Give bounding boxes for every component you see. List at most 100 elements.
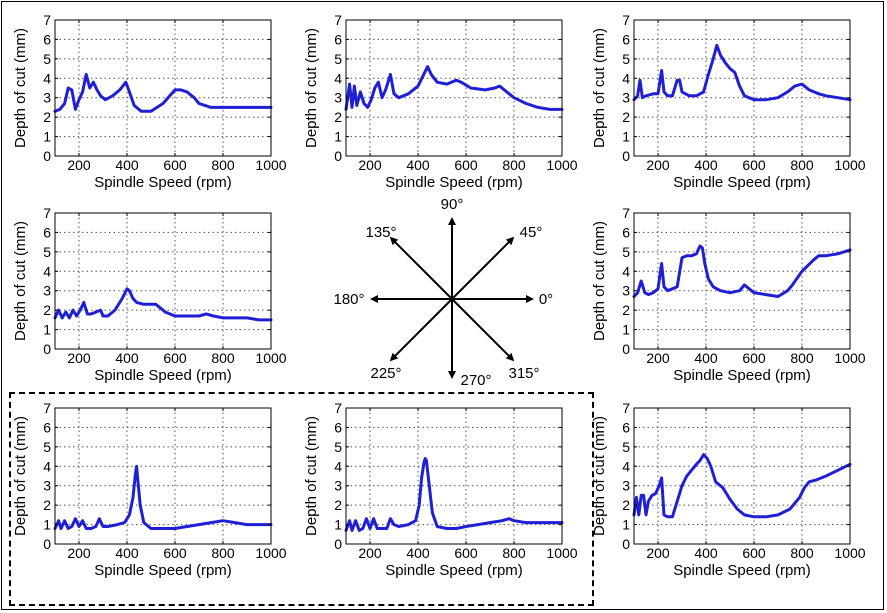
axes-frame xyxy=(54,212,272,350)
y-tick-label: 3 xyxy=(622,478,630,494)
y-tick-label: 0 xyxy=(43,536,51,552)
x-tick-label: 400 xyxy=(694,350,718,366)
x-tick-label: 800 xyxy=(502,157,526,173)
x-tick-label: 800 xyxy=(790,545,814,561)
y-tick-label: 0 xyxy=(43,341,51,357)
x-axis-label: Spindle Speed (rpm) xyxy=(673,174,811,191)
compass-arrow xyxy=(389,236,453,300)
y-tick-label: 1 xyxy=(622,322,630,338)
x-tick-label: 400 xyxy=(115,545,139,561)
y-tick-label: 3 xyxy=(334,478,342,494)
x-axis-label: Spindle Speed (rpm) xyxy=(673,367,811,384)
compass-label: 225° xyxy=(370,365,401,382)
y-tick-label: 7 xyxy=(334,12,342,28)
x-axis-label: Spindle Speed (rpm) xyxy=(385,174,523,191)
axes-frame xyxy=(345,19,563,157)
y-tick-label: 5 xyxy=(43,51,51,67)
y-tick-label: 4 xyxy=(43,70,51,86)
x-tick-label: 400 xyxy=(115,350,139,366)
y-tick-label: 4 xyxy=(43,263,51,279)
compass-label: 180° xyxy=(333,291,364,308)
y-axis-label: Depth of cut (mm) xyxy=(303,28,320,148)
x-tick-label: 400 xyxy=(406,545,430,561)
x-axis-label: Spindle Speed (rpm) xyxy=(94,174,232,191)
subplot-225: 200 400 600 800 1000 0 1 2 3 4 5 6 7 Spindle Speed (r… xyxy=(12,400,287,579)
y-axis-label: Depth of cut (mm) xyxy=(591,221,608,341)
y-tick-label: 7 xyxy=(334,400,342,416)
subplot-315: 200 400 600 800 1000 0 1 2 3 4 5 6 7 Spindle Speed (r… xyxy=(591,400,866,579)
x-tick-label: 800 xyxy=(211,350,235,366)
y-tick-label: 4 xyxy=(622,263,630,279)
x-tick-label: 600 xyxy=(163,545,187,561)
y-tick-label: 0 xyxy=(622,536,630,552)
x-tick-label: 800 xyxy=(211,545,235,561)
y-tick-label: 4 xyxy=(43,458,51,474)
x-tick-label: 600 xyxy=(163,350,187,366)
y-tick-label: 7 xyxy=(43,12,51,28)
y-tick-label: 0 xyxy=(334,148,342,164)
x-tick-label: 400 xyxy=(694,545,718,561)
x-tick-label: 400 xyxy=(694,157,718,173)
y-tick-label: 3 xyxy=(43,478,51,494)
x-tick-label: 1000 xyxy=(834,350,865,366)
x-tick-label: 1000 xyxy=(834,157,865,173)
y-tick-label: 6 xyxy=(334,419,342,435)
x-tick-label: 600 xyxy=(454,157,478,173)
x-tick-label: 1000 xyxy=(255,545,286,561)
y-tick-label: 2 xyxy=(622,302,630,318)
x-tick-label: 200 xyxy=(67,350,91,366)
y-tick-label: 6 xyxy=(622,419,630,435)
y-tick-label: 5 xyxy=(43,244,51,260)
x-tick-label: 600 xyxy=(742,350,766,366)
x-tick-label: 600 xyxy=(163,157,187,173)
axes-frame xyxy=(54,19,272,157)
y-tick-label: 3 xyxy=(622,90,630,106)
y-axis-label: Depth of cut (mm) xyxy=(591,28,608,148)
data-line xyxy=(632,244,852,298)
y-tick-label: 6 xyxy=(43,224,51,240)
y-tick-label: 6 xyxy=(622,31,630,47)
x-tick-label: 800 xyxy=(790,350,814,366)
x-axis-label: Spindle Speed (rpm) xyxy=(673,562,811,579)
y-tick-label: 6 xyxy=(43,419,51,435)
axes-frame xyxy=(633,19,851,157)
y-axis-label: Depth of cut (mm) xyxy=(303,416,320,536)
y-tick-label: 4 xyxy=(334,70,342,86)
y-tick-label: 1 xyxy=(43,517,51,533)
compass-label: 135° xyxy=(365,224,396,241)
y-tick-label: 5 xyxy=(622,244,630,260)
axes-frame xyxy=(633,407,851,545)
x-tick-label: 600 xyxy=(454,545,478,561)
subplot-45: 200 400 600 800 1000 0 1 2 3 4 5 6 7 Spindle Speed (r… xyxy=(591,12,866,191)
y-tick-label: 2 xyxy=(43,497,51,513)
y-tick-label: 3 xyxy=(43,90,51,106)
compass-label: 270° xyxy=(460,372,491,389)
x-tick-label: 200 xyxy=(646,545,670,561)
y-tick-label: 4 xyxy=(622,70,630,86)
y-tick-label: 1 xyxy=(334,517,342,533)
x-tick-label: 1000 xyxy=(834,545,865,561)
subplot-135: 200 400 600 800 1000 0 1 2 3 4 5 6 7 Spindle Speed (r… xyxy=(12,12,287,191)
data-line xyxy=(632,453,852,519)
y-tick-label: 0 xyxy=(334,536,342,552)
compass-label: 315° xyxy=(508,365,539,382)
y-tick-label: 2 xyxy=(43,302,51,318)
axes-frame xyxy=(345,407,563,545)
y-tick-label: 1 xyxy=(43,322,51,338)
y-tick-label: 1 xyxy=(43,129,51,145)
y-tick-label: 7 xyxy=(43,205,51,221)
y-tick-label: 2 xyxy=(622,497,630,513)
y-tick-label: 6 xyxy=(334,31,342,47)
y-tick-label: 1 xyxy=(622,129,630,145)
x-tick-label: 200 xyxy=(358,157,382,173)
y-tick-label: 3 xyxy=(622,283,630,299)
y-axis-label: Depth of cut (mm) xyxy=(12,28,29,148)
x-axis-label: Spindle Speed (rpm) xyxy=(94,562,232,579)
x-axis-label: Spindle Speed (rpm) xyxy=(385,562,523,579)
x-tick-label: 200 xyxy=(67,157,91,173)
y-tick-label: 2 xyxy=(43,109,51,125)
y-tick-label: 2 xyxy=(622,109,630,125)
y-tick-label: 5 xyxy=(43,439,51,455)
x-tick-label: 1000 xyxy=(546,157,577,173)
subplot-180: 200 400 600 800 1000 0 1 2 3 4 5 6 7 Spindle Speed (r… xyxy=(12,205,287,384)
